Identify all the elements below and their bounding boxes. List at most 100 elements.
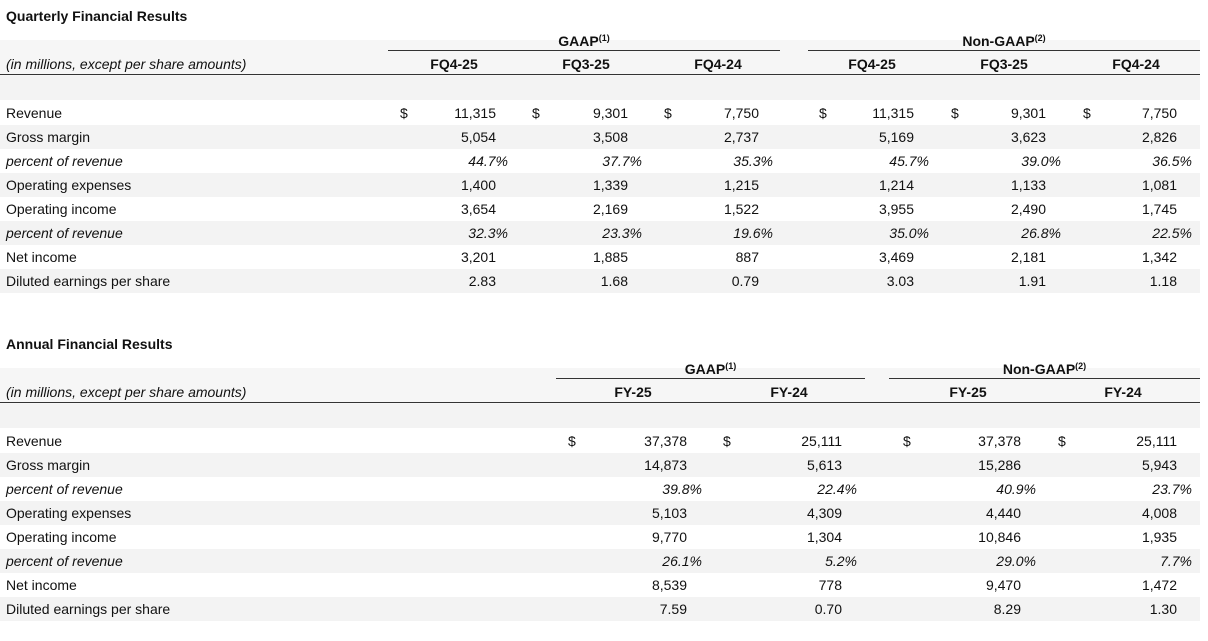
cell-value: 37.7%	[602, 153, 642, 169]
cell-value: 3,201	[460, 249, 496, 265]
row-label: Operating income	[6, 529, 117, 545]
cell-value: 3,955	[878, 201, 914, 217]
group-name: Non-GAAP	[1002, 361, 1076, 377]
subtitle: (in millions, except per share amounts)	[6, 384, 247, 400]
cell-value: 40.9%	[996, 481, 1036, 497]
cell-value: 4,440	[985, 505, 1021, 521]
currency: $	[1083, 105, 1091, 121]
cell-value: 1,081	[1141, 177, 1177, 193]
currency: $	[951, 105, 959, 121]
cell-value: 2,181	[1010, 249, 1046, 265]
group-name: GAAP	[558, 33, 599, 49]
row-label: Revenue	[6, 105, 63, 121]
currency: $	[1058, 433, 1066, 449]
row-label: percent of revenue	[6, 153, 123, 169]
cell-value: 10,846	[978, 529, 1021, 545]
cell-value: 5,103	[651, 505, 687, 521]
row-label: Net income	[6, 249, 77, 265]
row-label: percent of revenue	[6, 553, 123, 569]
currency: $	[400, 105, 408, 121]
header-band	[0, 404, 1200, 428]
row-band	[0, 453, 1200, 477]
column-header: FY-24	[1104, 384, 1142, 400]
cell-value: 5,613	[806, 457, 842, 473]
cell-value: 5,054	[460, 129, 496, 145]
cell-value: 26.8%	[1021, 225, 1061, 241]
row-label: Operating expenses	[6, 505, 132, 521]
cell-value: 7.59	[659, 601, 687, 617]
row-label: Gross margin	[6, 457, 91, 473]
cell-value: 2,490	[1010, 201, 1046, 217]
column-header: FQ3-25	[980, 56, 1028, 72]
row-band	[0, 269, 1200, 293]
currency: $	[723, 433, 731, 449]
cell-value: 9,301	[1010, 105, 1046, 121]
cell-value: 11,315	[454, 105, 496, 121]
table-title: Annual Financial Results	[6, 336, 173, 352]
cell-value: 25,111	[801, 433, 842, 449]
cell-value: 5,943	[1141, 457, 1177, 473]
row-band	[0, 597, 1200, 621]
header-rule	[0, 402, 1200, 403]
cell-value: 1,342	[1141, 249, 1177, 265]
cell-value: 23.3%	[602, 225, 642, 241]
currency: $	[568, 433, 576, 449]
cell-value: 32.3%	[468, 225, 508, 241]
subtitle: (in millions, except per share amounts)	[6, 56, 247, 72]
cell-value: 22.4%	[817, 481, 857, 497]
cell-value: 1,935	[1141, 529, 1177, 545]
group-label: Non-GAAP(2)	[808, 26, 1200, 53]
cell-value: 1,133	[1010, 177, 1046, 193]
row-label: Operating expenses	[6, 177, 132, 193]
column-header: FQ4-24	[694, 56, 742, 72]
cell-value: 35.0%	[889, 225, 929, 241]
column-header: FQ4-24	[1112, 56, 1160, 72]
row-label: Revenue	[6, 433, 63, 449]
row-label: Gross margin	[6, 129, 91, 145]
column-header: FY-25	[614, 384, 652, 400]
row-band	[0, 221, 1200, 245]
cell-value: 5,169	[878, 129, 914, 145]
cell-value: 7,750	[1141, 105, 1177, 121]
cell-value: 3,469	[878, 249, 914, 265]
cell-value: 19.6%	[733, 225, 773, 241]
cell-value: 25,111	[1136, 433, 1177, 449]
row-band	[0, 173, 1200, 197]
row-label: Diluted earnings per share	[6, 273, 171, 289]
cell-value: 1.68	[600, 273, 628, 289]
cell-value: 45.7%	[889, 153, 929, 169]
cell-value: 1,400	[460, 177, 496, 193]
cell-value: 11,315	[872, 105, 914, 121]
cell-value: 2.83	[468, 273, 496, 289]
cell-value: 26.1%	[662, 553, 702, 569]
cell-value: 1,885	[592, 249, 628, 265]
cell-value: 3.03	[886, 273, 914, 289]
table-title: Quarterly Financial Results	[6, 8, 188, 24]
group-rule	[889, 378, 1200, 379]
cell-value: 2,737	[723, 129, 759, 145]
cell-value: 39.0%	[1021, 153, 1061, 169]
cell-value: 9,770	[651, 529, 687, 545]
header-band	[0, 76, 1200, 100]
row-label: percent of revenue	[6, 225, 123, 241]
cell-value: 1.30	[1149, 601, 1177, 617]
currency: $	[532, 105, 540, 121]
cell-value: 44.7%	[468, 153, 508, 169]
row-band	[0, 125, 1200, 149]
cell-value: 22.5%	[1152, 225, 1192, 241]
footnote-ref: (2)	[1075, 361, 1087, 371]
cell-value: 2,169	[592, 201, 628, 217]
cell-value: 1,215	[723, 177, 759, 193]
row-band	[0, 501, 1200, 525]
cell-value: 1,304	[806, 529, 842, 545]
group-rule	[556, 378, 865, 379]
row-label: percent of revenue	[6, 481, 123, 497]
cell-value: 0.70	[814, 601, 842, 617]
cell-value: 39.8%	[662, 481, 702, 497]
cell-value: 1,214	[878, 177, 914, 193]
cell-value: 1.18	[1149, 273, 1177, 289]
cell-value: 0.79	[731, 273, 759, 289]
row-label: Diluted earnings per share	[6, 601, 171, 617]
cell-value: 9,470	[985, 577, 1021, 593]
